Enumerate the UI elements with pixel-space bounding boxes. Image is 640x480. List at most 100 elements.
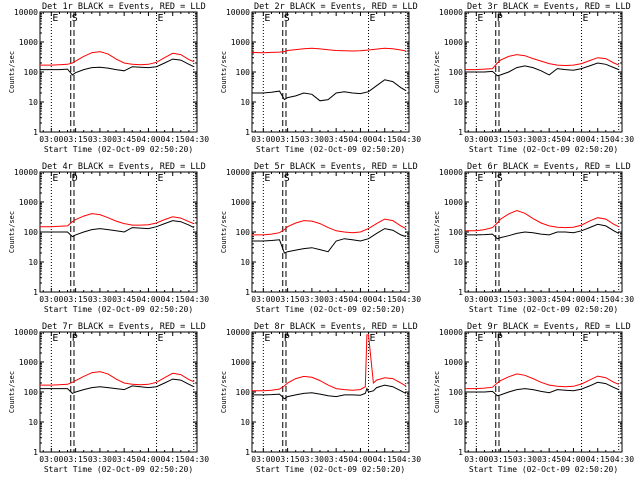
series-line-events (40, 58, 195, 76)
series-line-lld (252, 218, 407, 236)
y-tick-label: 100 (24, 228, 39, 237)
y-tick-label: 1 (458, 128, 463, 137)
x-axis-label: Start Time (02-Oct-09 02:50:20) (256, 145, 405, 154)
x-axis-label: Start Time (02-Oct-09 02:50:20) (44, 305, 193, 314)
marker-label: S (72, 13, 78, 24)
y-tick-label: 1000 (444, 198, 463, 207)
x-tick-label: 03:45 (324, 135, 348, 144)
marker-label: P (72, 333, 78, 344)
panel-title: Det 9r BLACK = Events, RED = LLD (467, 322, 631, 332)
series-line-lld (251, 47, 406, 54)
y-tick-label: 10 (240, 258, 250, 267)
marker-label: E (583, 173, 589, 184)
marker-label: E (264, 173, 270, 184)
y-tick-label: 10 (453, 418, 463, 427)
x-tick-label: 03:15 (276, 135, 300, 144)
x-tick-label: 04:30 (397, 455, 421, 464)
y-tick-label: 1000 (19, 38, 38, 47)
x-axis-label: Start Time (02-Oct-09 02:50:20) (469, 305, 618, 314)
y-tick-label: 1 (33, 128, 38, 137)
x-tick-label: 03:00 (464, 295, 488, 304)
y-tick-label: 10 (240, 418, 250, 427)
x-tick-label: 03:00 (39, 135, 63, 144)
series-line-events (465, 62, 619, 77)
plot-frame (464, 171, 623, 293)
y-tick-label: 10000 (14, 168, 38, 177)
panel-title: Det 3r BLACK = Events, RED = LLD (467, 2, 631, 12)
y-tick-label: 10 (453, 258, 463, 267)
y-tick-label: 100 (449, 228, 464, 237)
x-tick-label: 03:15 (276, 295, 300, 304)
y-tick-label: 1 (33, 288, 38, 297)
marker-label: S (497, 173, 503, 184)
x-tick-label: 03:00 (39, 455, 63, 464)
x-tick-label: 03:30 (300, 455, 324, 464)
series-line-lld (465, 373, 619, 390)
y-tick-label: 10000 (439, 328, 463, 337)
panel-det-5: Det 5r BLACK = Events, RED = LLD 1 10 100 10… (220, 162, 421, 314)
panel-title: Det 5r BLACK = Events, RED = LLD (254, 162, 418, 172)
x-tick-label: 04:00 (348, 295, 372, 304)
y-axis-label: Counts/sec (220, 371, 228, 413)
series-line-lld (252, 334, 407, 392)
x-tick-label: 03:15 (64, 295, 88, 304)
series-line-lld (40, 51, 194, 66)
x-tick-label: 04:15 (161, 135, 185, 144)
x-tick-label: 04:30 (397, 295, 421, 304)
x-tick-label: 03:45 (112, 455, 136, 464)
y-tick-label: 1000 (444, 358, 463, 367)
y-tick-label: 10 (240, 98, 250, 107)
x-tick-label: 03:30 (88, 135, 112, 144)
x-tick-label: 03:45 (537, 455, 561, 464)
y-tick-label: 100 (236, 388, 251, 397)
x-tick-label: 03:30 (513, 135, 537, 144)
x-tick-label: 03:00 (464, 455, 488, 464)
y-tick-label: 1 (245, 288, 250, 297)
x-tick-label: 03:15 (489, 135, 513, 144)
marker-label: E (370, 173, 376, 184)
panel-det-1: Det 1r BLACK = Events, RED = LLD 1 10 100 10… (8, 2, 209, 154)
plot-frame (251, 331, 410, 453)
y-tick-label: 1000 (231, 38, 250, 47)
x-tick-label: 03:30 (88, 455, 112, 464)
x-tick-label: 03:45 (537, 135, 561, 144)
x-axis-label: Start Time (02-Oct-09 02:50:20) (44, 145, 193, 154)
panel-det-7: Det 7r BLACK = Events, RED = LLD 1 10 100 10… (8, 322, 209, 474)
x-tick-label: 04:15 (161, 295, 185, 304)
series-line-lld (40, 371, 194, 386)
x-axis-label: Start Time (02-Oct-09 02:50:20) (256, 465, 405, 474)
marker-label: P (284, 333, 290, 344)
y-axis-label: Counts/sec (433, 211, 441, 253)
y-tick-label: 10000 (439, 8, 463, 17)
x-tick-label: 04:15 (373, 295, 397, 304)
x-tick-label: 04:15 (161, 455, 185, 464)
panel-det-6: Det 6r BLACK = Events, RED = LLD 1 10 100 10… (433, 162, 634, 314)
marker-label: E (264, 13, 270, 24)
x-axis-label: Start Time (02-Oct-09 02:50:20) (256, 305, 405, 314)
x-tick-label: 03:15 (64, 455, 88, 464)
panel-det-3: Det 3r BLACK = Events, RED = LLD 1 10 100 10… (433, 2, 634, 154)
marker-label: E (52, 173, 58, 184)
x-tick-label: 04:00 (348, 455, 372, 464)
x-axis-label: Start Time (02-Oct-09 02:50:20) (44, 465, 193, 474)
plot-frame (251, 11, 410, 133)
panel-det-8: Det 8r BLACK = Events, RED = LLD 1 10 100 10… (220, 322, 421, 474)
y-tick-label: 100 (449, 388, 464, 397)
y-tick-label: 10000 (226, 8, 250, 17)
plot-frame (39, 331, 198, 453)
series-line-lld (465, 209, 620, 232)
x-tick-label: 03:30 (513, 455, 537, 464)
x-tick-label: 03:45 (324, 455, 348, 464)
y-tick-label: 1000 (231, 358, 250, 367)
y-tick-label: 100 (24, 68, 39, 77)
x-tick-label: 04:30 (185, 455, 209, 464)
marker-label: E (158, 173, 164, 184)
marker-label: E (52, 13, 58, 24)
x-tick-label: 04:00 (136, 295, 160, 304)
x-tick-label: 04:00 (561, 455, 585, 464)
plot-frame (39, 11, 198, 133)
y-tick-label: 10 (28, 98, 38, 107)
y-axis-label: Counts/sec (8, 371, 16, 413)
panel-title: Det 2r BLACK = Events, RED = LLD (254, 2, 418, 12)
